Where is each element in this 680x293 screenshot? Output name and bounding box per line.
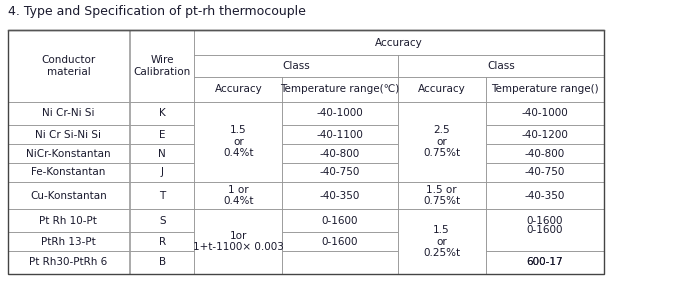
Bar: [282, 144, 398, 163]
Bar: [130, 125, 194, 144]
Text: J: J: [160, 168, 164, 178]
Text: 2.5
or
0.75%t: 2.5 or 0.75%t: [423, 125, 460, 158]
Text: 600-17: 600-17: [526, 257, 563, 267]
Bar: [8, 232, 129, 251]
Bar: [8, 182, 129, 209]
Text: Pt Rh 10-Pt: Pt Rh 10-Pt: [39, 216, 97, 226]
Bar: [398, 182, 486, 209]
Text: Class: Class: [487, 61, 515, 71]
Bar: [282, 101, 398, 125]
Bar: [282, 77, 398, 101]
Text: 600-17: 600-17: [526, 257, 563, 267]
Bar: [398, 55, 604, 77]
Bar: [130, 209, 194, 232]
Text: Accuracy: Accuracy: [215, 84, 262, 94]
Bar: [8, 251, 129, 274]
Text: Accuracy: Accuracy: [418, 84, 465, 94]
Bar: [486, 125, 604, 144]
Bar: [8, 30, 129, 101]
Text: -40-1200: -40-1200: [522, 130, 568, 140]
Text: Pt Rh30-PtRh 6: Pt Rh30-PtRh 6: [29, 257, 107, 267]
Text: -40-800: -40-800: [320, 149, 360, 159]
Text: -40-1100: -40-1100: [317, 130, 363, 140]
Text: Ni Cr Si-Ni Si: Ni Cr Si-Ni Si: [35, 130, 101, 140]
Bar: [282, 163, 398, 182]
Bar: [8, 30, 604, 274]
Text: K: K: [159, 108, 166, 118]
Text: E: E: [159, 130, 165, 140]
Text: 1 or
0.4%t: 1 or 0.4%t: [223, 185, 254, 207]
Bar: [130, 101, 194, 125]
Bar: [194, 77, 282, 101]
Text: PtRh 13-Pt: PtRh 13-Pt: [41, 236, 96, 246]
Text: -40-350: -40-350: [525, 191, 565, 201]
Bar: [398, 101, 486, 182]
Bar: [8, 125, 129, 144]
Text: -40-1000: -40-1000: [317, 108, 363, 118]
Bar: [282, 125, 398, 144]
Bar: [486, 209, 604, 232]
Text: NiCr-Konstantan: NiCr-Konstantan: [26, 149, 111, 159]
Text: 1.5 or
0.75%t: 1.5 or 0.75%t: [423, 185, 460, 207]
Text: 1or
1+t-1100× 0.003: 1or 1+t-1100× 0.003: [193, 231, 284, 252]
Text: -40-1000: -40-1000: [522, 108, 568, 118]
Text: S: S: [159, 216, 165, 226]
Bar: [194, 55, 398, 77]
Bar: [130, 232, 194, 251]
Bar: [130, 251, 194, 274]
Text: N: N: [158, 149, 166, 159]
Bar: [486, 232, 604, 251]
Text: B: B: [158, 257, 166, 267]
Bar: [486, 251, 604, 274]
Text: Cu-Konstantan: Cu-Konstantan: [30, 191, 107, 201]
Text: 0-1600: 0-1600: [322, 216, 358, 226]
Bar: [486, 77, 604, 101]
Bar: [398, 209, 486, 274]
Bar: [8, 101, 129, 125]
Text: Class: Class: [282, 61, 310, 71]
Bar: [486, 163, 604, 182]
Bar: [194, 209, 282, 274]
Text: -40-750: -40-750: [525, 168, 565, 178]
Bar: [486, 209, 604, 251]
Text: Fe-Konstantan: Fe-Konstantan: [31, 168, 105, 178]
Bar: [486, 251, 604, 274]
Text: Wire
Calibration: Wire Calibration: [133, 55, 191, 77]
Bar: [282, 182, 398, 209]
Bar: [8, 209, 129, 232]
Text: T: T: [159, 191, 165, 201]
Text: Ni Cr-Ni Si: Ni Cr-Ni Si: [42, 108, 95, 118]
Bar: [8, 144, 129, 163]
Text: -40-800: -40-800: [525, 149, 565, 159]
Bar: [194, 182, 282, 209]
Text: -40-750: -40-750: [320, 168, 360, 178]
Bar: [486, 182, 604, 209]
Text: 4. Type and Specification of pt-rh thermocouple: 4. Type and Specification of pt-rh therm…: [8, 5, 306, 18]
Bar: [130, 30, 194, 101]
Bar: [282, 209, 398, 232]
Bar: [130, 144, 194, 163]
Bar: [282, 232, 398, 251]
Text: 1.5
or
0.4%t: 1.5 or 0.4%t: [223, 125, 254, 158]
Bar: [486, 101, 604, 125]
Text: 0-1600: 0-1600: [526, 216, 563, 226]
Text: 0-1600: 0-1600: [526, 225, 563, 235]
Bar: [194, 30, 604, 55]
Bar: [130, 163, 194, 182]
Text: Temperature range(): Temperature range(): [491, 84, 598, 94]
Bar: [282, 251, 398, 274]
Text: 0-1600: 0-1600: [322, 236, 358, 246]
Text: 1.5
or
0.25%t: 1.5 or 0.25%t: [423, 225, 460, 258]
Text: Conductor
material: Conductor material: [41, 55, 96, 77]
Bar: [486, 144, 604, 163]
Bar: [130, 182, 194, 209]
Bar: [398, 77, 486, 101]
Text: -40-350: -40-350: [320, 191, 360, 201]
Bar: [194, 101, 282, 182]
Text: R: R: [158, 236, 166, 246]
Text: Temperature range(℃): Temperature range(℃): [280, 84, 400, 94]
Bar: [8, 163, 129, 182]
Text: Accuracy: Accuracy: [375, 38, 423, 48]
